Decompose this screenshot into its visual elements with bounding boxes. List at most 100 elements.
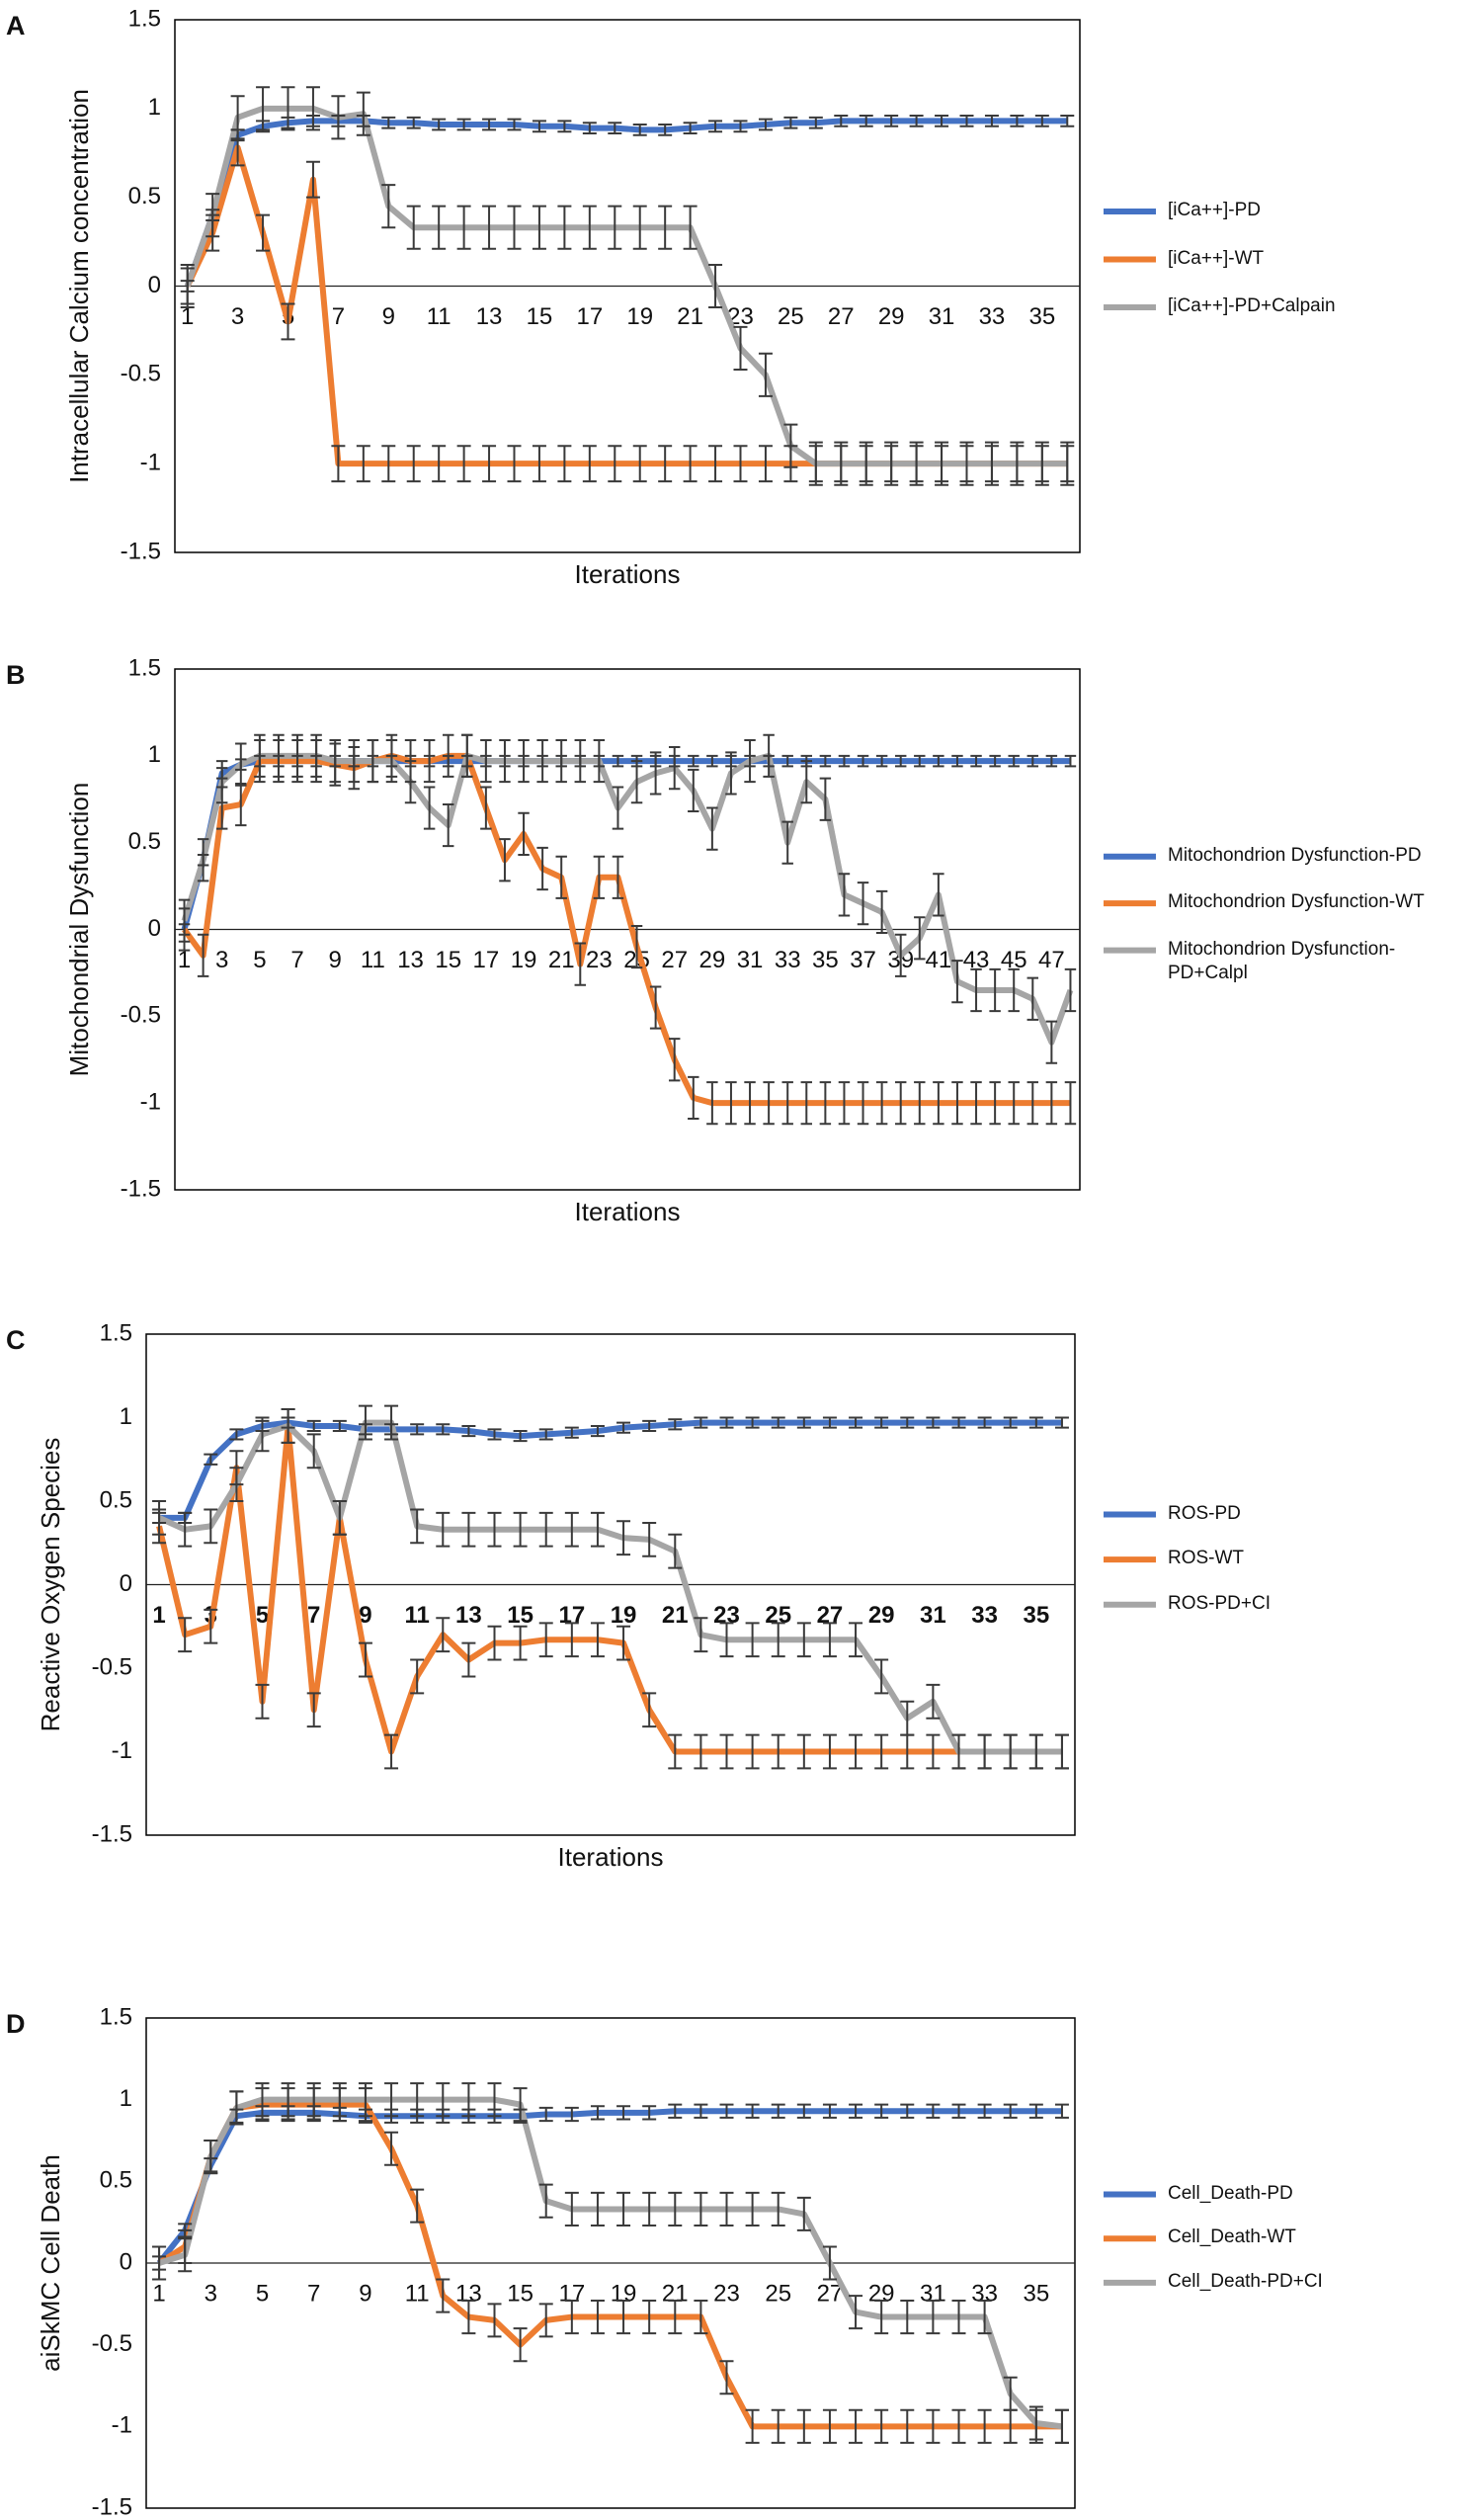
error-bar: [849, 1622, 863, 1658]
error-bar: [281, 302, 295, 341]
error-bar: [404, 760, 417, 804]
y-tick-label: -1: [112, 1737, 132, 1764]
error-bar: [1034, 115, 1049, 127]
error-bar: [783, 423, 798, 468]
error-bar: [291, 733, 303, 778]
error-bar: [1003, 2376, 1018, 2411]
error-bar: [744, 739, 756, 784]
error-bar: [229, 1467, 244, 1502]
error-bar: [900, 1700, 915, 1736]
error-bar: [1028, 2103, 1043, 2119]
error-bar: [744, 1081, 756, 1126]
error-bar: [926, 1683, 941, 1720]
error-bar: [406, 445, 421, 483]
y-tick-label: 1.5: [128, 654, 161, 681]
error-bar: [914, 754, 926, 768]
error-bar: [564, 2106, 579, 2123]
error-bar: [894, 754, 907, 768]
panel-label: B: [6, 660, 26, 690]
error-bar: [410, 2188, 425, 2224]
error-bar: [1064, 754, 1077, 768]
error-bar: [197, 838, 209, 882]
error-bar: [808, 441, 823, 486]
x-tick-label: 23: [586, 947, 613, 973]
error-bar: [1008, 754, 1020, 768]
error-bar: [977, 1416, 992, 1429]
x-tick-label: 33: [979, 303, 1006, 330]
error-bar: [305, 86, 320, 131]
error-bar: [593, 855, 606, 899]
error-bar: [152, 1500, 167, 1536]
x-axis-title: Iterations: [575, 559, 681, 589]
x-tick-label: 11: [404, 1602, 429, 1629]
error-bar: [951, 960, 963, 1004]
error-bar: [385, 739, 398, 784]
error-bar: [582, 122, 597, 134]
error-bar: [442, 803, 454, 848]
error-bar: [381, 445, 396, 483]
error-bar: [513, 2327, 528, 2363]
error-bar: [970, 754, 982, 768]
error-bar: [849, 2408, 863, 2444]
legend-label: Cell_Death-WT: [1168, 2226, 1296, 2248]
error-bar: [204, 2140, 218, 2175]
error-bar: [564, 1511, 579, 1548]
error-bar: [1028, 2405, 1043, 2441]
error-bar: [688, 1075, 699, 1120]
error-bar: [608, 122, 622, 134]
error-bar: [608, 445, 622, 483]
x-axis-title: Iterations: [575, 1197, 681, 1226]
error-bar: [480, 739, 492, 784]
error-bar: [668, 746, 681, 791]
error-bar: [436, 2278, 451, 2313]
series-line: [157, 2101, 1062, 2430]
error-bar: [204, 1453, 218, 1466]
error-bar: [507, 445, 522, 483]
error-bar: [819, 1081, 832, 1126]
error-bar: [838, 873, 851, 917]
legend-label: Mitochondrion Dysfunction-PD+Calpl: [1168, 938, 1396, 983]
error-bar: [518, 811, 530, 856]
error-bar: [616, 1421, 631, 1434]
error-bar: [281, 2082, 295, 2118]
error-bar: [306, 1692, 321, 1728]
error-bar: [838, 754, 851, 768]
y-tick-label: -1.5: [121, 1175, 161, 1202]
error-bar: [423, 786, 436, 830]
y-tick-label: 1: [120, 2085, 132, 2112]
x-axis-title: Iterations: [558, 2515, 664, 2520]
error-bar: [706, 806, 718, 851]
error-bar: [507, 205, 522, 250]
y-tick-label: 0: [120, 1570, 132, 1597]
legend-entry: ROS-WT: [1168, 1548, 1244, 1568]
error-bar: [745, 1622, 760, 1658]
error-bar: [1028, 1416, 1043, 1429]
error-bar: [255, 1683, 270, 1720]
error-bar: [909, 441, 924, 486]
error-bar: [590, 2191, 605, 2226]
y-tick-label: 0.5: [100, 2167, 132, 2194]
y-tick-label: -0.5: [121, 1002, 161, 1029]
error-bar: [926, 1416, 941, 1429]
error-bar: [688, 768, 699, 813]
series-line: [156, 2108, 1062, 2265]
error-bar: [642, 1692, 657, 1728]
error-bar: [796, 1622, 811, 1658]
error-bar: [1010, 115, 1025, 127]
error-bar: [461, 733, 473, 778]
error-bar: [358, 1404, 372, 1441]
error-bar: [884, 441, 899, 486]
y-tick-label: 0.5: [100, 1486, 132, 1513]
x-tick-label: 33: [971, 1602, 998, 1629]
error-bar: [590, 1622, 605, 1658]
error-bar: [229, 2090, 244, 2126]
error-bar: [273, 733, 285, 778]
error-bar: [875, 754, 888, 768]
legend-entry: Cell_Death-PD+CI: [1168, 2271, 1323, 2292]
x-tick-label: 35: [1023, 2280, 1049, 2307]
error-bar: [822, 1733, 837, 1770]
error-bar: [574, 739, 587, 784]
error-bar: [616, 2191, 631, 2226]
error-bar: [480, 786, 492, 830]
error-bar: [658, 445, 673, 483]
